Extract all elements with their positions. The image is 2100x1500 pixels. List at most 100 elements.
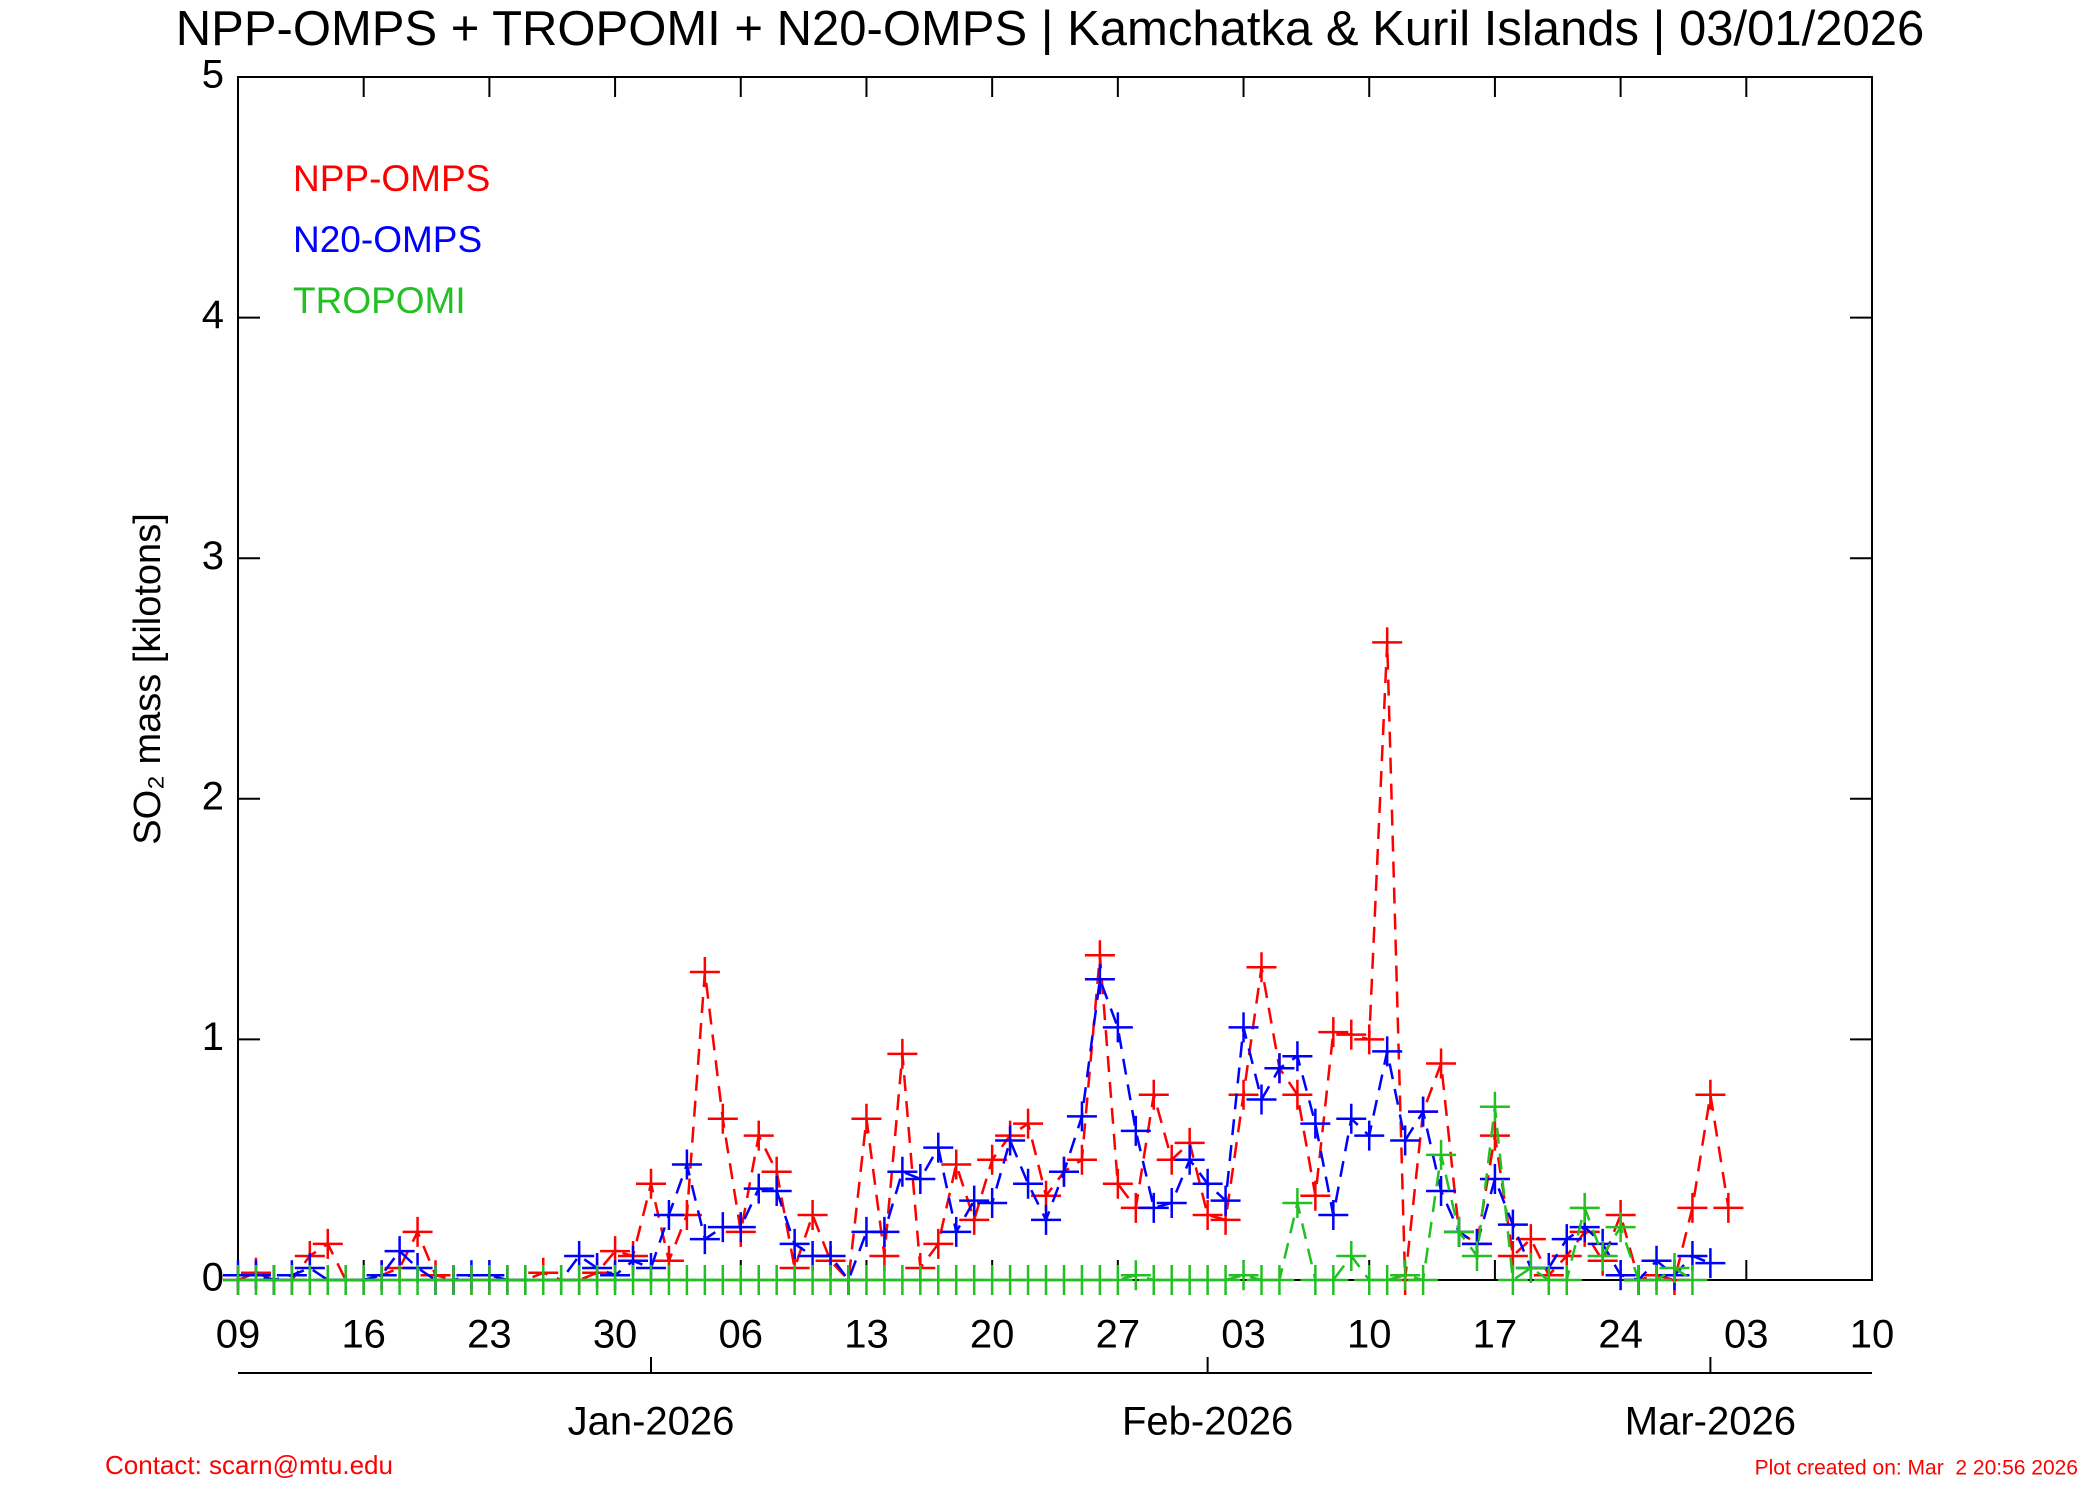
data-point [1551,1224,1582,1255]
y-tick-label: 3 [202,534,224,578]
data-point [1282,1079,1313,1110]
data-point [1318,1017,1349,1048]
data-point [1605,1260,1636,1291]
data-point [1300,1180,1331,1211]
data-point [1390,1260,1421,1291]
data-point [1336,1103,1367,1134]
data-point [1156,1188,1187,1219]
data-point [1713,1192,1744,1223]
data-point [797,1200,828,1231]
x-tick-label: 27 [1096,1313,1141,1357]
data-point [1013,1168,1044,1199]
data-point [1605,1212,1636,1243]
data-point [1372,1265,1403,1295]
data-point [1066,1144,1097,1175]
data-point [1515,1252,1546,1283]
data-point [689,1224,720,1255]
data-point [1695,1248,1726,1279]
data-point [869,1216,900,1247]
data-point [761,1175,792,1206]
data-point [1569,1192,1600,1223]
data-point [1264,1265,1295,1295]
data-point [1695,1079,1726,1110]
x-tick-label: 30 [593,1313,638,1357]
data-point [1479,1091,1510,1122]
data-point [1031,1204,1062,1235]
y-tick-label: 2 [202,774,224,818]
data-point [1210,1185,1241,1216]
data-point [1677,1265,1708,1295]
data-point [1264,1053,1295,1084]
data-point [1282,1041,1313,1072]
y-tick-label: 0 [202,1256,224,1300]
data-point [1210,1265,1241,1295]
data-point [1138,1079,1169,1110]
data-point [1354,1120,1385,1151]
y-tick-label: 5 [202,53,224,97]
legend-entry: NPP-OMPS [293,158,490,199]
data-point [689,957,720,988]
plot-frame [237,76,1873,1281]
month-label: Jan-2026 [568,1400,735,1444]
data-point [1479,1163,1510,1194]
month-label: Mar-2026 [1625,1400,1796,1444]
data-point [1354,1024,1385,1055]
data-point [959,1185,990,1216]
x-tick-label: 06 [719,1313,764,1357]
data-point [312,1228,343,1259]
chart-title: NPP-OMPS + TROPOMI + N20-OMPS | Kamchatk… [176,2,1924,56]
data-point [653,1200,684,1231]
data-point [743,1120,774,1151]
data-point [1408,1096,1439,1127]
data-point [1192,1200,1223,1231]
data-point [977,1188,1008,1219]
data-point [1228,1012,1259,1043]
data-point [1551,1265,1582,1295]
data-point [941,1149,972,1180]
x-tick-label: 23 [467,1313,512,1357]
data-point [1426,1139,1457,1170]
x-tick-label: 20 [970,1313,1015,1357]
data-point [1426,1048,1457,1079]
data-point [1174,1144,1205,1175]
series-line [237,642,1730,1283]
contact: Contact: scarn@mtu.edu [105,1450,393,1480]
data-point [1641,1265,1672,1295]
data-point [1228,1079,1259,1110]
y-tick-label: 1 [202,1015,224,1059]
data-point [977,1144,1008,1175]
data-point [1372,627,1403,658]
data-point [1677,1192,1708,1223]
data-point [887,1156,918,1187]
legend-entry: N20-OMPS [293,219,482,260]
data-point [1659,1252,1690,1283]
x-tick-label: 16 [341,1313,386,1357]
data-point [1300,1108,1331,1139]
data-point [743,1173,774,1204]
data-point [1444,1216,1475,1247]
data-point [1048,1156,1079,1187]
data-point [923,1228,954,1259]
y-axis-label: SO₂ mass [kilotons] [127,513,169,845]
data-point [384,1236,415,1267]
data-point [905,1163,936,1194]
month-label: Feb-2026 [1122,1400,1293,1444]
data-point [1426,1175,1457,1206]
data-point [1336,1019,1367,1050]
x-tick-label: 24 [1598,1313,1643,1357]
data-point [1066,1101,1097,1132]
data-point [1102,1168,1133,1199]
data-point [1120,1115,1151,1146]
data-point [1390,1125,1421,1156]
data-point [1497,1265,1528,1295]
data-point [1120,1260,1151,1291]
data-point [402,1216,433,1247]
data-point [851,1103,882,1134]
data-point [1084,964,1115,995]
data-point [1192,1168,1223,1199]
data-point [1336,1240,1367,1271]
x-tick-label: 10 [1850,1313,1895,1357]
data-point [1246,952,1277,983]
